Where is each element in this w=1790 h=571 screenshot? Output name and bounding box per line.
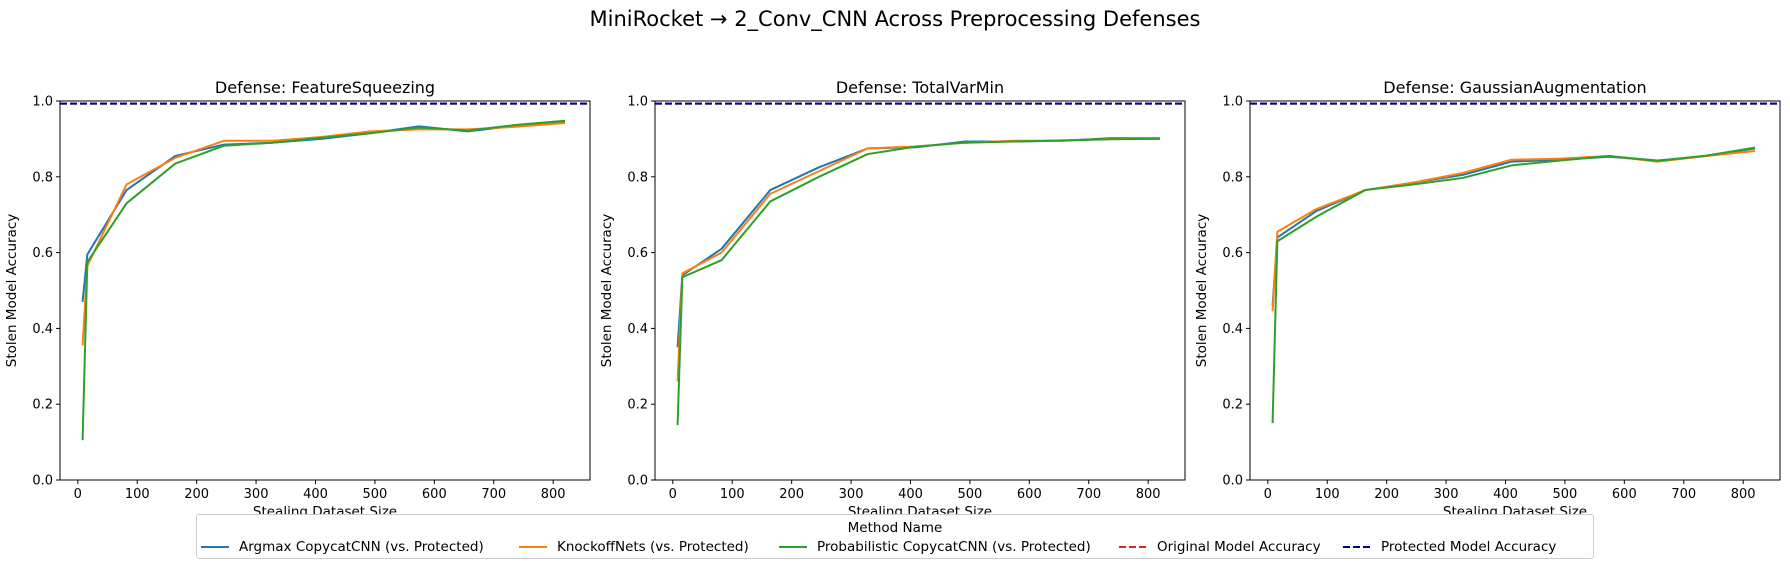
legend-label: Argmax CopycatCNN (vs. Protected) [239,539,484,555]
y-tick-label: 1.0 [32,95,53,110]
plot-area [1250,102,1780,424]
x-tick-label: 300 [244,487,269,502]
legend-item-argmax: Argmax CopycatCNN (vs. Protected) [201,539,484,555]
legend-swatch [779,546,807,548]
subplot-title: Defense: TotalVarMin [836,78,1004,97]
subplot-title: Defense: FeatureSqueezing [215,78,435,97]
legend-label: Probabilistic CopycatCNN (vs. Protected) [817,539,1091,555]
series-line-argmax [81,120,566,302]
x-tick-label: 800 [1136,487,1161,502]
x-tick-label: 400 [303,487,328,502]
series-line-argmax [676,137,1161,348]
y-tick-label: 0.6 [627,246,648,261]
plot-area [60,102,590,441]
legend-item-knockoff: KnockoffNets (vs. Protected) [519,539,749,555]
y-tick-label: 0.0 [627,474,648,489]
legend-swatch [519,546,547,548]
subplots: Defense: FeatureSqueezing 0.0 0.2 0.4 0.6 0.8… [4,78,1781,520]
series-line-argmax [1271,147,1756,306]
x-tick-label: 500 [362,487,387,502]
figure-title: MiniRocket → 2_Conv_CNN Across Preproces… [590,7,1201,32]
subplot-2: Defense: TotalVarMin 0.0 0.2 0.4 0.6 0.8 1.0 0 1… [599,78,1186,520]
x-tick-label: 0 [669,487,677,502]
legend-title: Method Name [847,520,943,536]
subplot-3: Defense: GaussianAugmentation 0.0 0.2 0.4 0.… [1194,78,1781,520]
y-tick-label: 0.4 [627,322,648,337]
y-tick-label: 0.2 [627,398,648,413]
y-axis-label: Stolen Model Accuracy [4,214,20,367]
legend-swatch [201,546,229,548]
x-tick-label: 500 [957,487,982,502]
x-tick-label: 700 [1076,487,1101,502]
y-tick-label: 0.8 [32,170,53,185]
x-tick-label: 800 [1731,487,1756,502]
legend-label: Protected Model Accuracy [1381,539,1557,555]
y-tick-label: 1.0 [627,95,648,110]
y-tick-label: 0.2 [1222,398,1243,413]
legend-label: Original Model Accuracy [1157,539,1321,555]
plot-area [655,102,1185,426]
x-tick-label: 0 [1264,487,1272,502]
x-tick-label: 200 [1374,487,1399,502]
x-tick-label: 100 [720,487,745,502]
legend-item-prob: Probabilistic CopycatCNN (vs. Protected) [779,539,1091,555]
x-tick-label: 700 [481,487,506,502]
y-tick-label: 0.2 [32,398,53,413]
y-axis-label: Stolen Model Accuracy [599,214,615,367]
x-tick-label: 0 [74,487,82,502]
x-tick-label: 600 [1017,487,1042,502]
y-axis-label: Stolen Model Accuracy [1194,214,1210,367]
y-tick-label: 0.8 [1222,170,1243,185]
x-tick-label: 300 [839,487,864,502]
y-tick-label: 0.0 [1222,474,1243,489]
y-tick-label: 0.4 [1222,322,1243,337]
series-line-knockoff [81,121,566,346]
subplot-title: Defense: GaussianAugmentation [1383,78,1646,97]
legend-label: KnockoffNets (vs. Protected) [557,539,749,555]
x-tick-label: 200 [184,487,209,502]
subplot-1: Defense: FeatureSqueezing 0.0 0.2 0.4 0.6 0.8… [4,78,591,520]
axes-frame [59,100,591,481]
x-tick-label: 200 [779,487,804,502]
series-line-prob [676,137,1161,426]
axes-frame [654,100,1186,481]
legend-swatch [1343,546,1371,548]
axes-frame [1249,100,1781,481]
y-tick-label: 0.0 [32,474,53,489]
x-tick-label: 600 [1612,487,1637,502]
legend-item-original: Original Model Accuracy [1119,539,1321,555]
series-line-prob [1271,146,1756,424]
legend-item-protected: Protected Model Accuracy [1343,539,1556,555]
x-tick-label: 700 [1671,487,1696,502]
x-tick-label: 300 [1434,487,1459,502]
y-tick-label: 0.8 [627,170,648,185]
y-tick-label: 0.6 [1222,246,1243,261]
series-line-prob [81,119,566,441]
series-line-knockoff [1271,150,1756,312]
x-tick-label: 800 [541,487,566,502]
x-tick-label: 600 [422,487,447,502]
x-tick-label: 100 [125,487,150,502]
series-line-knockoff [676,137,1161,382]
x-tick-label: 400 [1493,487,1518,502]
x-tick-label: 400 [898,487,923,502]
legend: Method Name Argmax CopycatCNN (vs. Prote… [196,514,1594,559]
legend-swatch [1119,546,1147,548]
x-tick-label: 100 [1315,487,1340,502]
y-tick-label: 1.0 [1222,95,1243,110]
y-tick-label: 0.6 [32,246,53,261]
y-tick-label: 0.4 [32,322,53,337]
x-tick-label: 500 [1552,487,1577,502]
